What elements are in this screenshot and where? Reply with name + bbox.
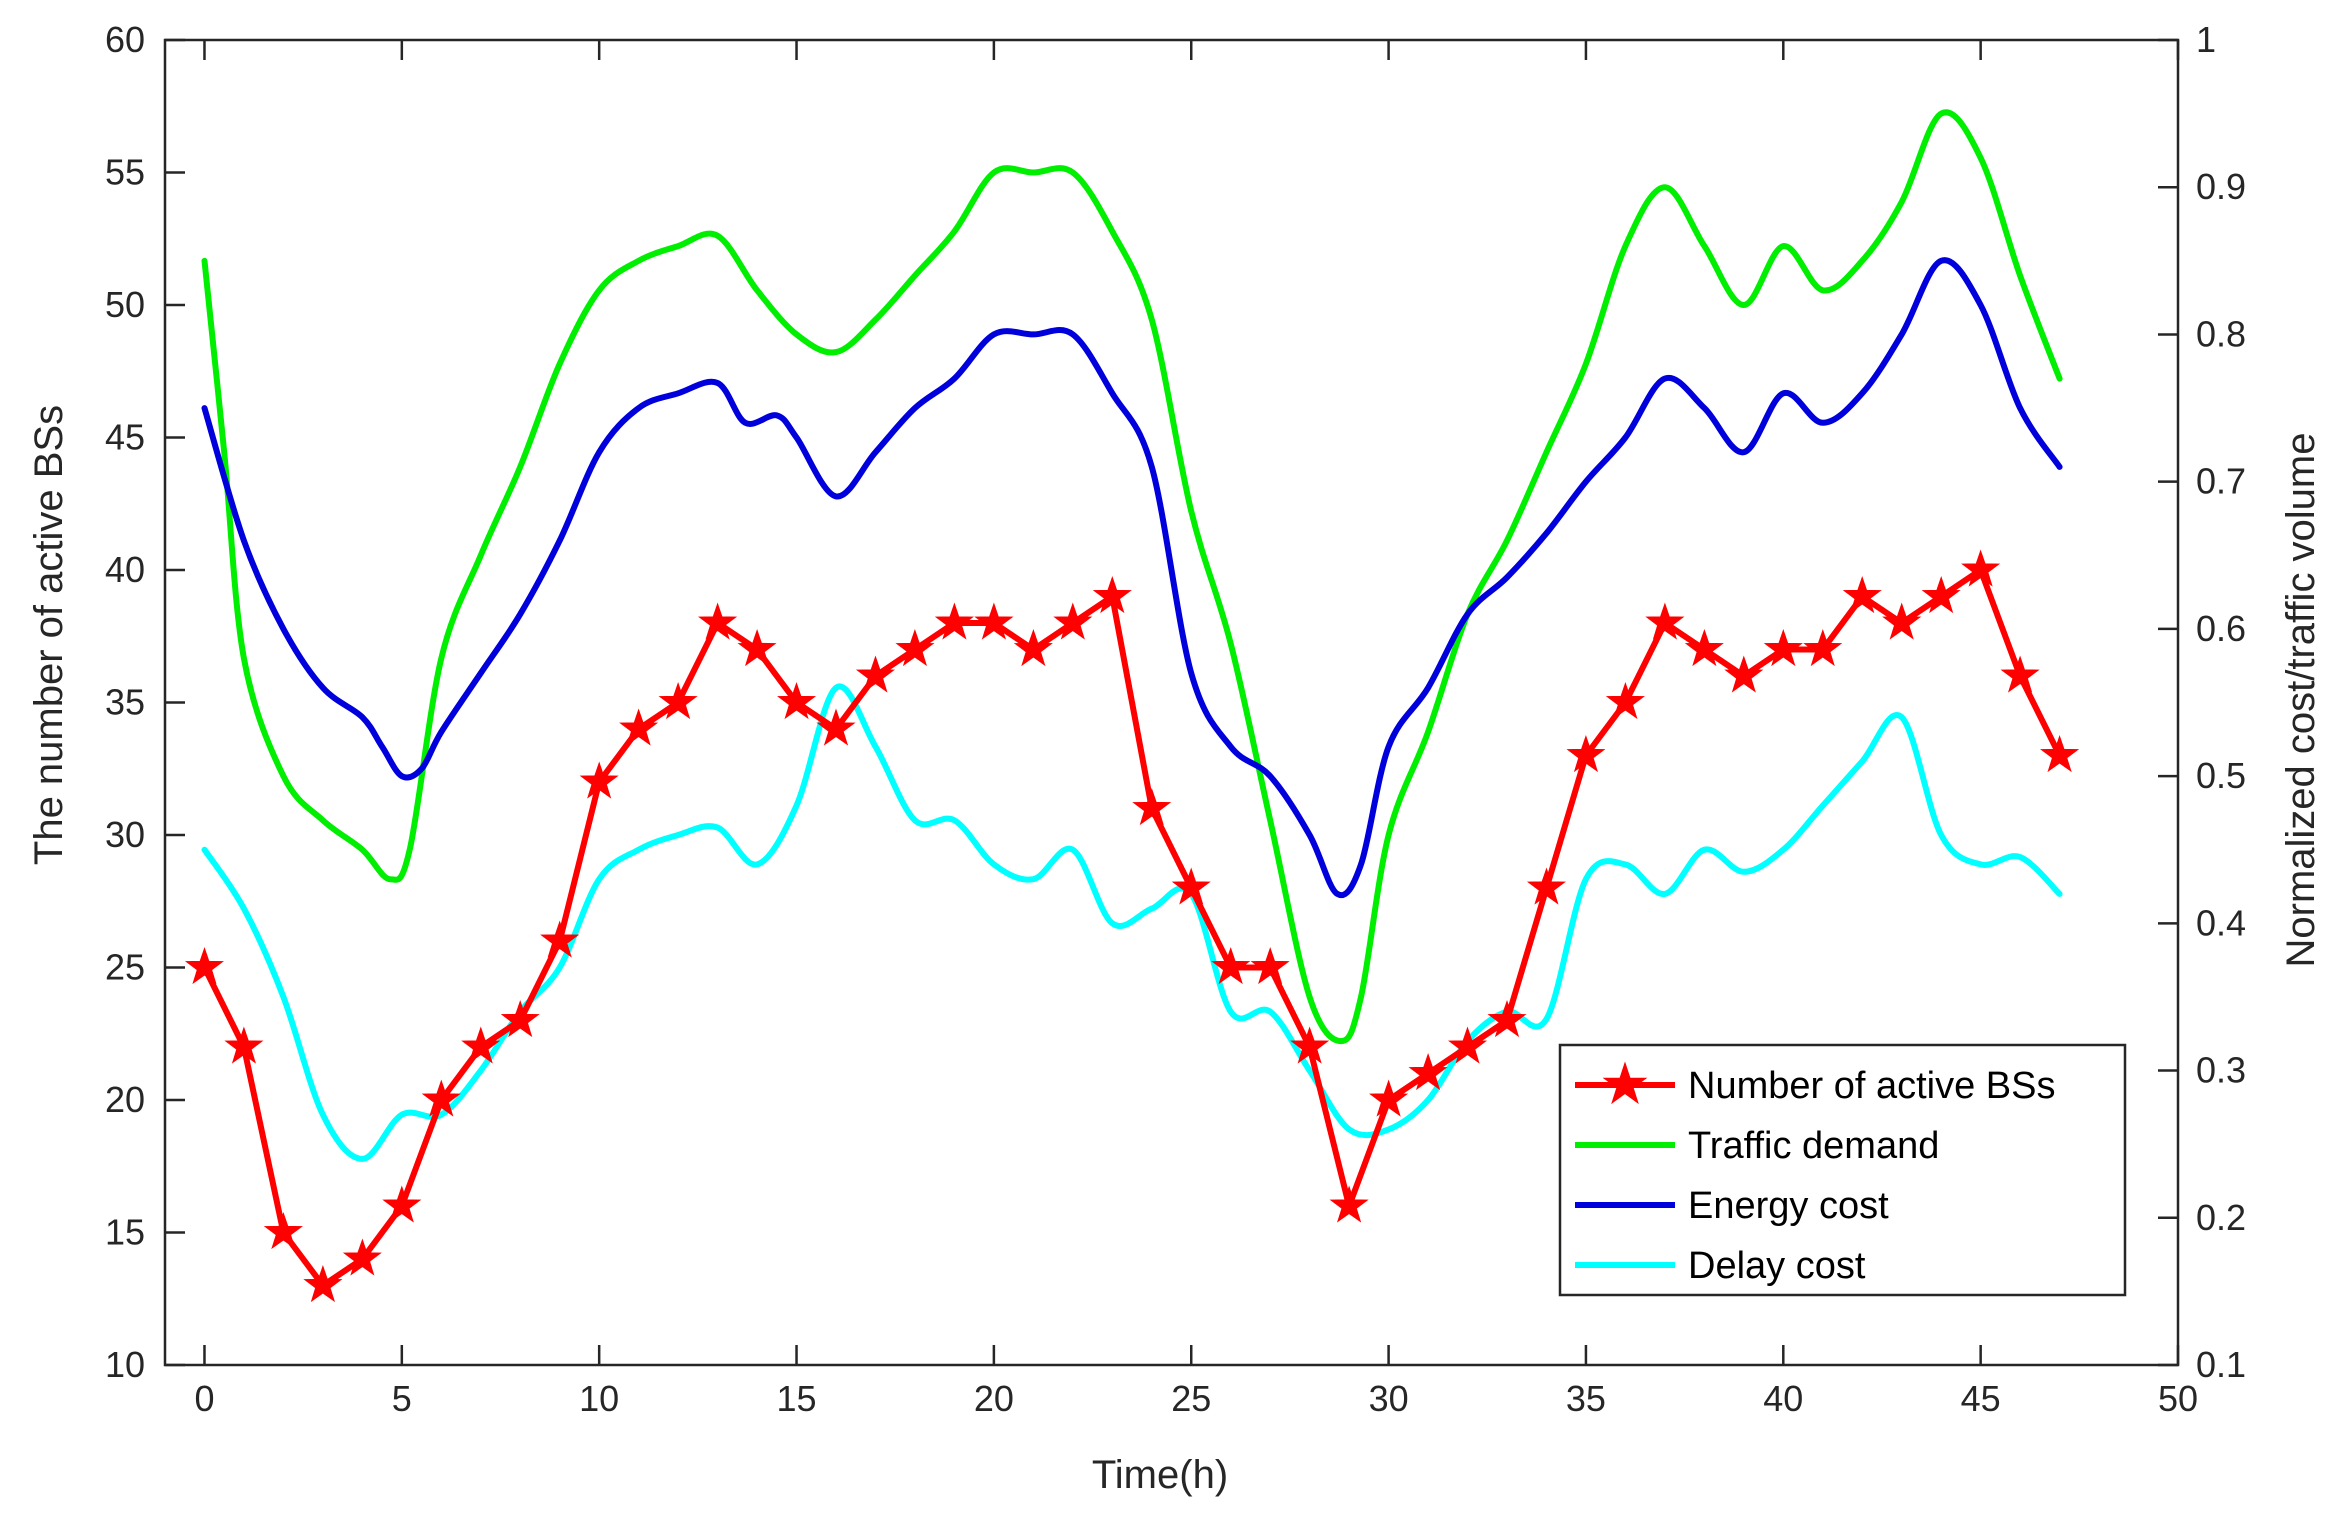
data-point-number-of-active-bss-0 <box>184 946 224 985</box>
left-y-tick-label-30: 30 <box>105 814 145 855</box>
data-point-number-of-active-bss-18 <box>895 628 935 667</box>
data-point-number-of-active-bss-47 <box>2040 734 2080 773</box>
left-y-tick-label-10: 10 <box>105 1344 145 1385</box>
data-point-number-of-active-bss-10 <box>579 761 619 799</box>
x-tick-label-20: 20 <box>974 1378 1014 1419</box>
data-point-number-of-active-bss-23 <box>1092 575 1132 614</box>
x-tick-label-30: 30 <box>1369 1378 1409 1419</box>
right-y-tick-label-0.5: 0.5 <box>2196 755 2246 796</box>
series-line-traffic-demand <box>201 109 2063 1045</box>
data-point-number-of-active-bss-44 <box>1921 575 1961 614</box>
right-y-tick-label-0.9: 0.9 <box>2196 166 2246 207</box>
data-point-number-of-active-bss-30 <box>1369 1079 1409 1117</box>
legend-label-number-of-active-bss: Number of active BSs <box>1688 1065 2055 1107</box>
data-point-number-of-active-bss-45 <box>1961 549 2001 587</box>
data-point-number-of-active-bss-7 <box>461 1026 501 1064</box>
data-point-number-of-active-bss-31 <box>1408 1052 1448 1091</box>
data-point-number-of-active-bss-16 <box>816 708 856 746</box>
data-point-number-of-active-bss-40 <box>1763 628 1803 667</box>
legend: Number of active BSs Traffic demand Energy… <box>1558 1043 2127 1297</box>
x-tick-label-10: 10 <box>579 1378 619 1419</box>
legend-label-delay-cost: Delay cost <box>1688 1245 1866 1287</box>
x-tick-label-40: 40 <box>1763 1378 1803 1419</box>
x-axis-label: Time(h) <box>1092 1453 1228 1497</box>
data-point-number-of-active-bss-27 <box>1250 946 1290 985</box>
data-point-number-of-active-bss-20 <box>974 602 1014 640</box>
right-y-tick-label-0.6: 0.6 <box>2196 608 2246 649</box>
data-point-number-of-active-bss-11 <box>619 708 659 746</box>
data-point-number-of-active-bss-2 <box>263 1211 303 1250</box>
legend-label-traffic-demand: Traffic demand <box>1688 1125 1939 1167</box>
right-y-tick-label-0.1: 0.1 <box>2196 1344 2246 1385</box>
data-point-number-of-active-bss-21 <box>1013 628 1053 667</box>
data-point-number-of-active-bss-9 <box>540 920 580 958</box>
right-y-tick-label-0.4: 0.4 <box>2196 902 2246 943</box>
data-point-number-of-active-bss-19 <box>934 602 974 640</box>
x-tick-label-15: 15 <box>777 1378 817 1419</box>
series-line-energy-cost <box>201 257 2063 899</box>
x-tick-label-25: 25 <box>1171 1378 1211 1419</box>
data-point-number-of-active-bss-35 <box>1566 734 1606 773</box>
x-tick-label-45: 45 <box>1961 1378 2001 1419</box>
x-tick-label-35: 35 <box>1566 1378 1606 1419</box>
plot-area <box>184 109 2080 1303</box>
left-y-tick-label-15: 15 <box>105 1212 145 1253</box>
right-y-tick-label-0.7: 0.7 <box>2196 461 2246 502</box>
left-y-tick-label-50: 50 <box>105 284 145 325</box>
data-point-number-of-active-bss-36 <box>1605 681 1645 720</box>
right-y-axis-label: Normalized cost/traffic volume <box>2279 433 2323 968</box>
data-point-number-of-active-bss-38 <box>1684 628 1724 667</box>
left-y-tick-label-60: 60 <box>105 19 145 60</box>
x-tick-label-0: 0 <box>194 1378 214 1419</box>
data-point-number-of-active-bss-13 <box>698 602 738 640</box>
left-y-tick-label-45: 45 <box>105 417 145 458</box>
legend-marker-number-of-active-bss <box>1602 1061 1648 1105</box>
right-y-tick-label-0.8: 0.8 <box>2196 313 2246 354</box>
right-y-tick-label-0.2: 0.2 <box>2196 1197 2246 1238</box>
data-point-number-of-active-bss-4 <box>342 1238 382 1276</box>
data-point-number-of-active-bss-6 <box>421 1079 461 1117</box>
data-point-number-of-active-bss-33 <box>1487 999 1527 1038</box>
left-y-axis-label: The number of active BSs <box>27 405 71 865</box>
right-y-tick-label-0.3: 0.3 <box>2196 1050 2246 1091</box>
data-point-number-of-active-bss-17 <box>855 655 895 693</box>
data-point-number-of-active-bss-25 <box>1171 867 1211 905</box>
left-y-tick-label-25: 25 <box>105 947 145 988</box>
x-tick-label-5: 5 <box>392 1378 412 1419</box>
data-point-number-of-active-bss-42 <box>1842 575 1882 614</box>
data-point-number-of-active-bss-5 <box>382 1185 422 1223</box>
data-point-number-of-active-bss-22 <box>1053 602 1093 640</box>
left-y-tick-label-20: 20 <box>105 1079 145 1120</box>
data-point-number-of-active-bss-39 <box>1724 655 1764 693</box>
axes: 0 5 10 15 20 25 30 35 40 45 50 10 15 20 25 30 35 40 45 50 55… <box>105 19 2246 1419</box>
data-point-number-of-active-bss-3 <box>303 1264 343 1303</box>
data-point-number-of-active-bss-26 <box>1211 946 1251 985</box>
data-point-number-of-active-bss-37 <box>1645 602 1685 640</box>
legend-items: Number of active BSs Traffic demand Energy… <box>1575 1061 2055 1287</box>
data-point-number-of-active-bss-24 <box>1132 787 1172 826</box>
left-y-tick-label-35: 35 <box>105 682 145 723</box>
x-tick-label-50: 50 <box>2158 1378 2198 1419</box>
data-point-number-of-active-bss-8 <box>500 999 540 1038</box>
data-point-number-of-active-bss-46 <box>2000 655 2040 693</box>
legend-label-energy-cost: Energy cost <box>1688 1185 1889 1227</box>
data-point-number-of-active-bss-29 <box>1329 1185 1369 1223</box>
data-point-number-of-active-bss-41 <box>1803 628 1843 667</box>
data-point-number-of-active-bss-43 <box>1882 602 1922 640</box>
left-y-tick-label-40: 40 <box>105 549 145 590</box>
data-point-number-of-active-bss-34 <box>1526 867 1566 905</box>
data-point-number-of-active-bss-1 <box>224 1026 264 1064</box>
left-y-tick-label-55: 55 <box>105 152 145 193</box>
data-point-number-of-active-bss-15 <box>777 681 817 720</box>
data-point-number-of-active-bss-14 <box>737 628 777 667</box>
right-y-tick-label-1: 1 <box>2196 19 2216 60</box>
data-point-number-of-active-bss-32 <box>1448 1026 1488 1064</box>
data-point-number-of-active-bss-28 <box>1290 1026 1330 1064</box>
data-point-number-of-active-bss-12 <box>658 681 698 720</box>
